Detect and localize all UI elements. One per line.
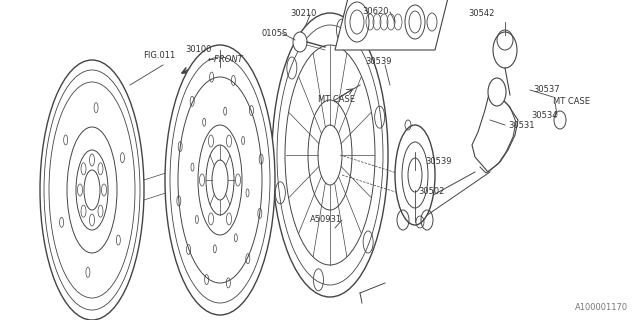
Ellipse shape [488,78,506,106]
Ellipse shape [165,45,275,315]
Text: 0105S: 0105S [262,29,288,38]
Text: 30537: 30537 [533,85,559,94]
Text: 30542: 30542 [468,9,494,18]
Text: 30100: 30100 [185,45,211,54]
Text: FIG.110: FIG.110 [339,0,368,3]
Ellipse shape [493,32,517,68]
Text: A50931: A50931 [310,215,342,225]
Text: 30539: 30539 [425,157,451,166]
Ellipse shape [395,125,435,225]
Ellipse shape [293,32,307,52]
Text: MT CASE: MT CASE [553,98,590,107]
Text: 30539: 30539 [365,58,392,67]
Text: MT CASE: MT CASE [318,95,355,105]
Text: FIG.011: FIG.011 [143,52,175,60]
Text: 30534: 30534 [531,110,557,119]
Text: 30210: 30210 [290,9,316,18]
Ellipse shape [40,60,144,320]
Text: 30620: 30620 [362,7,388,17]
Ellipse shape [272,13,388,297]
Text: 30502: 30502 [418,188,444,196]
Text: ←FRONT: ←FRONT [208,54,244,63]
Text: 30531: 30531 [508,121,534,130]
Ellipse shape [554,111,566,129]
Polygon shape [335,0,450,50]
Text: A100001170: A100001170 [575,303,628,312]
